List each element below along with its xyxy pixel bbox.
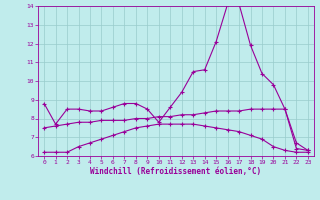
X-axis label: Windchill (Refroidissement éolien,°C): Windchill (Refroidissement éolien,°C) — [91, 167, 261, 176]
